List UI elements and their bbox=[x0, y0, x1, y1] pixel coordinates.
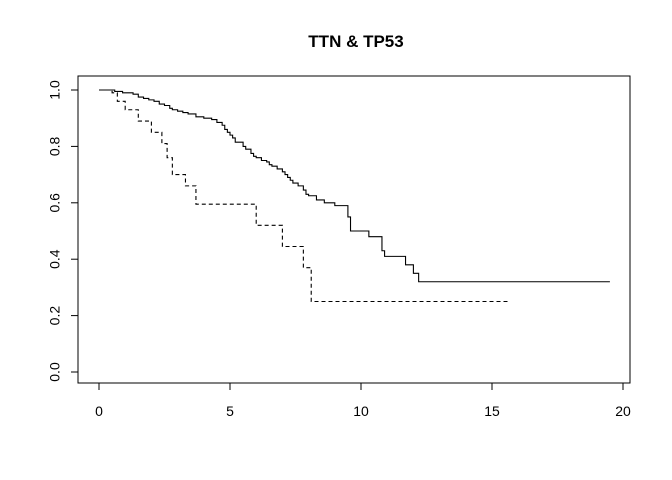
plot-frame bbox=[77, 75, 631, 384]
survival-curves bbox=[99, 89, 610, 303]
x-tick-label: 0 bbox=[95, 403, 103, 419]
y-tick-label: 0.0 bbox=[47, 362, 63, 382]
y-tick-label: 0.2 bbox=[47, 306, 63, 326]
y-tick-label: 0.6 bbox=[47, 193, 63, 213]
chart-title: TTN & TP53 bbox=[308, 32, 403, 51]
x-tick-label: 10 bbox=[353, 403, 369, 419]
x-tick-label: 5 bbox=[226, 403, 234, 419]
x-tick-label: 15 bbox=[484, 403, 500, 419]
y-tick-label: 1.0 bbox=[47, 80, 63, 100]
x-tick-label: 20 bbox=[615, 403, 631, 419]
y-tick-label: 0.8 bbox=[47, 136, 63, 156]
x-axis: 0 5 10 15 20 bbox=[95, 382, 631, 419]
y-tick-label: 0.4 bbox=[47, 249, 63, 269]
survival-curve-dashed bbox=[99, 89, 508, 303]
y-axis: 0.0 0.2 0.4 0.6 0.8 1.0 bbox=[47, 80, 79, 382]
survival-curve-solid bbox=[99, 89, 610, 283]
